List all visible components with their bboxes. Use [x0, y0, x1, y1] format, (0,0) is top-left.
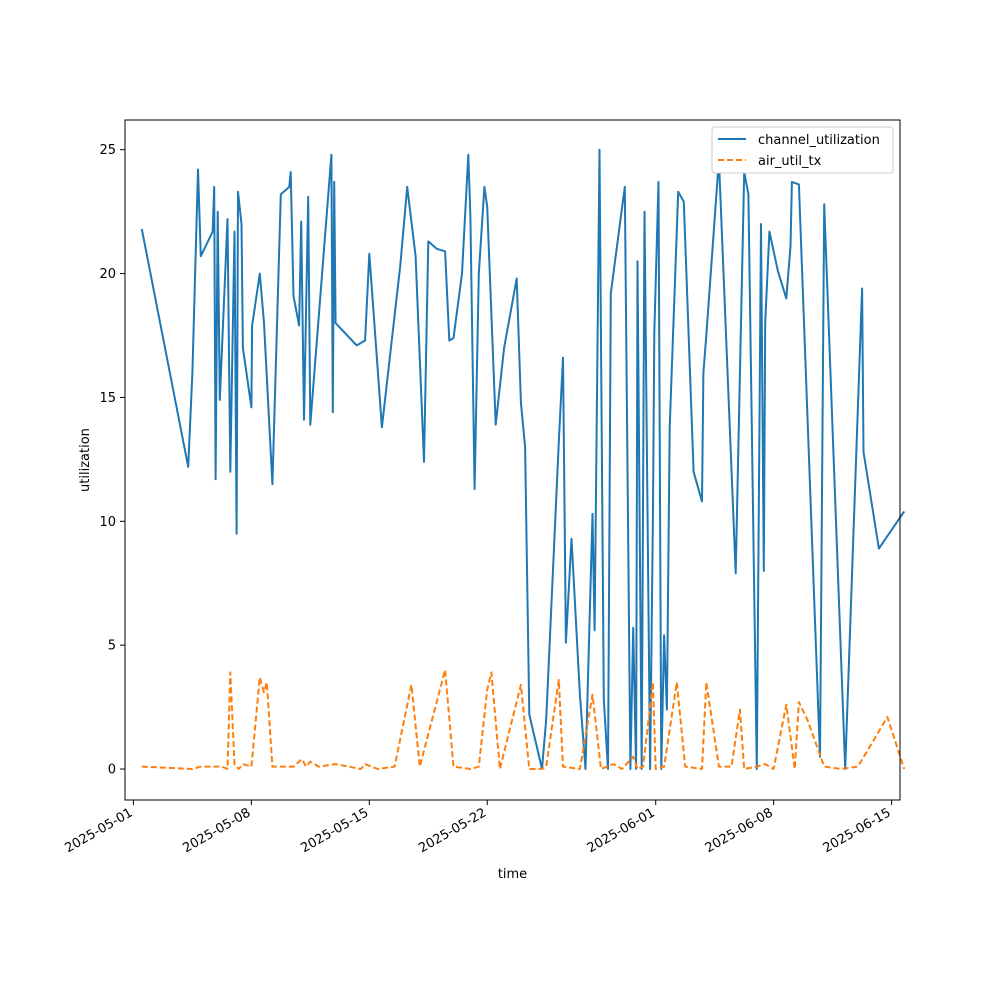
- series-line-channel-utilization: [140, 148, 906, 770]
- x-axis-title: time: [498, 867, 527, 882]
- plot-area: [125, 120, 900, 800]
- plot-frame: [124, 119, 901, 801]
- y-tick-label: 5: [108, 639, 116, 654]
- y-axis: 0 5 10 15 20 25: [99, 143, 125, 778]
- y-axis-title: utilization: [78, 428, 93, 492]
- y-tick-label: 10: [99, 515, 116, 530]
- y-tick-label: 15: [99, 391, 116, 406]
- y-tick-label: 0: [108, 763, 116, 778]
- series-layer: [140, 148, 906, 770]
- legend-label-air-util-tx: air_util_tx: [758, 154, 822, 169]
- y-tick-label: 25: [99, 143, 116, 158]
- series-line-air-util-tx: [141, 668, 906, 770]
- legend-box: [711, 126, 894, 174]
- legend: channel_utilization air_util_tx: [711, 126, 894, 174]
- y-tick-label: 20: [99, 267, 116, 282]
- legend-label-channel-utilization: channel_utilization: [758, 133, 880, 148]
